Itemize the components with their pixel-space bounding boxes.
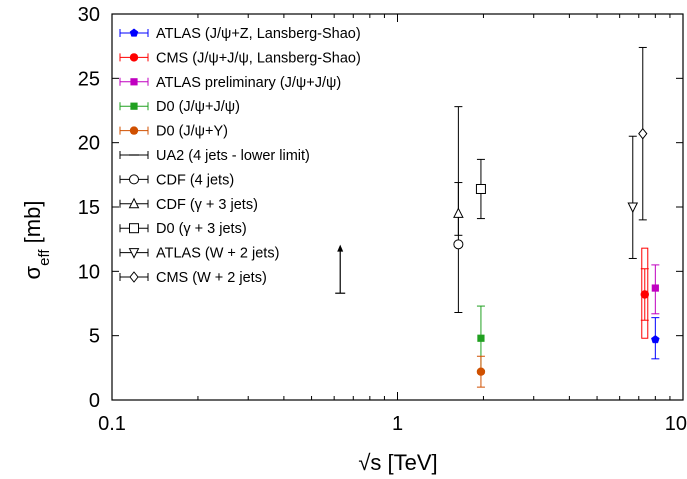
data-points [335, 46, 660, 388]
x-tick-label: 10 [665, 413, 687, 435]
legend-entry: ATLAS (J/ψ+Z, Lansberg-Shao) [119, 26, 361, 42]
legend-marker [129, 223, 139, 234]
tick-labels: 0 5 10 15 20 25 30 0.1 1 10 [78, 4, 687, 435]
data-marker [453, 207, 464, 218]
legend-label: CDF (γ + 3 jets) [156, 197, 258, 213]
x-tick-label: 0.1 [98, 413, 126, 435]
legend-entry: D0 (γ + 3 jets) [119, 221, 247, 237]
y-tick-label: 15 [78, 197, 100, 219]
legend-label: D0 (J/ψ+Υ) [156, 124, 228, 140]
y-axis-unit: [mb] [20, 201, 45, 250]
data-marker [627, 202, 639, 214]
legend-label: CMS (W + 2 jets) [156, 270, 267, 286]
data-point [638, 46, 648, 221]
legend-entry: ATLAS (W + 2 jets) [119, 246, 279, 262]
y-tick-label: 30 [78, 4, 100, 26]
x-tick-label: 1 [392, 413, 403, 435]
y-axis-subscript: eff [36, 249, 53, 266]
legend-entry: D0 (J/ψ+Υ) [119, 124, 228, 140]
legend-marker [130, 78, 138, 86]
legend-label: CDF (4 jets) [156, 172, 234, 188]
legend-label: D0 (J/ψ+J/ψ) [156, 99, 240, 115]
y-axis-title: σeff [mb] [20, 201, 53, 280]
legend: ATLAS (J/ψ+Z, Lansberg-Shao) CMS (J/ψ+J/ψ… [119, 26, 361, 286]
data-marker [640, 290, 649, 299]
limit-arrowhead [337, 244, 344, 252]
legend-label: ATLAS (J/ψ+Z, Lansberg-Shao) [156, 26, 361, 42]
legend-marker [128, 248, 140, 259]
y-tick-label: 10 [78, 261, 100, 283]
legend-label: ATLAS (W + 2 jets) [156, 246, 279, 262]
x-axis-title: √s [TeV] [358, 450, 437, 475]
data-marker [475, 183, 486, 194]
data-point [476, 355, 486, 388]
data-point [640, 247, 649, 339]
data-marker [453, 239, 464, 250]
legend-entry: CMS (W + 2 jets) [119, 270, 267, 286]
data-point [627, 135, 639, 259]
legend-label: CMS (J/ψ+J/ψ, Lansberg-Shao) [156, 50, 361, 66]
legend-entry: CDF (γ + 3 jets) [119, 197, 258, 213]
y-tick-label: 20 [78, 133, 100, 155]
legend-entry: D0 (J/ψ+J/ψ) [119, 99, 240, 115]
y-tick-label: 5 [89, 326, 100, 348]
legend-marker [129, 271, 139, 283]
data-marker [638, 127, 648, 140]
data-point [651, 317, 660, 360]
legend-marker [129, 53, 139, 62]
legend-entry: UA2 (4 jets - lower limit) [119, 148, 310, 164]
legend-marker [128, 197, 140, 209]
data-point [475, 158, 486, 220]
data-point [453, 182, 464, 236]
legend-label: UA2 (4 jets - lower limit) [156, 148, 310, 164]
legend-marker [129, 174, 139, 185]
axes [111, 13, 684, 401]
y-axis-symbol: σ [20, 265, 45, 279]
data-marker [651, 335, 660, 344]
legend-entry: ATLAS preliminary (J/ψ+J/ψ) [119, 75, 341, 91]
legend-entry: CDF (4 jets) [119, 172, 234, 188]
legend-label: D0 (γ + 3 jets) [156, 221, 247, 237]
legend-label: ATLAS preliminary (J/ψ+J/ψ) [156, 75, 341, 91]
data-point [335, 244, 346, 294]
data-marker [651, 284, 659, 292]
y-tick-label: 0 [89, 390, 100, 412]
y-tick-label: 25 [78, 68, 100, 90]
legend-entry: CMS (J/ψ+J/ψ, Lansberg-Shao) [119, 50, 361, 66]
legend-marker [130, 102, 138, 110]
data-marker [477, 334, 485, 342]
data-point [651, 264, 660, 315]
legend-marker [129, 126, 139, 135]
legend-marker [129, 28, 139, 37]
data-marker [476, 367, 486, 376]
